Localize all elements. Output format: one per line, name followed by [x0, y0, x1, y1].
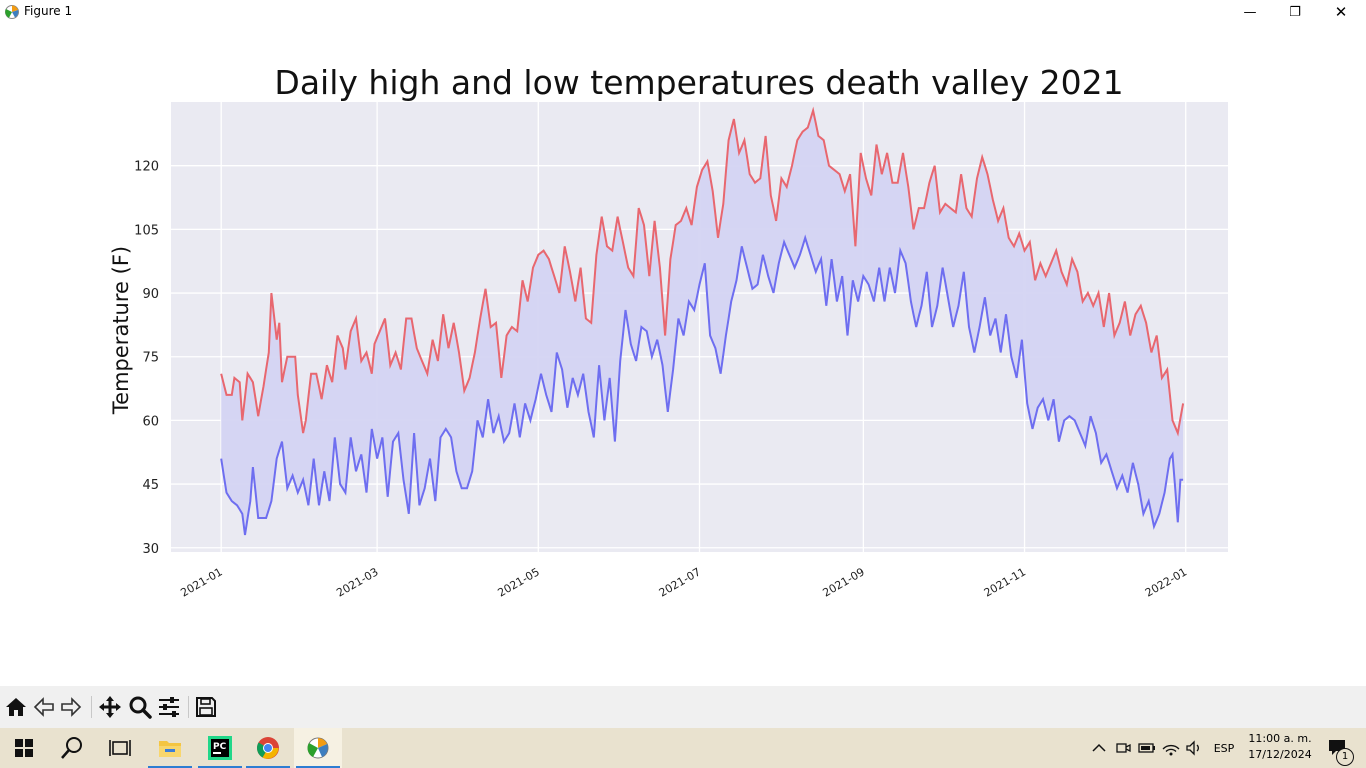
back-button[interactable]	[31, 694, 57, 720]
y-tick-label: 105	[134, 223, 159, 238]
running-indicator	[148, 766, 192, 768]
x-tick-labels: 2021-01 2021-03 2021-05 2021-07 2021-09 2021-…	[178, 565, 1189, 599]
chrome-taskbar-button[interactable]	[244, 728, 292, 768]
y-tick-label: 30	[142, 542, 159, 557]
clock-button[interactable]: 11:00 a. m. 17/12/2024	[1244, 731, 1316, 763]
configure-icon	[159, 697, 179, 717]
figure-canvas[interactable]: Daily high and low temperatures death va…	[0, 24, 1366, 686]
input-language-button[interactable]: ESP	[1208, 728, 1240, 768]
y-axis-label: Temperature (F)	[109, 246, 133, 415]
minimize-button[interactable]: —	[1227, 0, 1273, 24]
toolbar-separator	[91, 696, 92, 718]
forward-button[interactable]	[58, 694, 84, 720]
x-tick-label: 2022-01	[1143, 565, 1189, 599]
pycharm-taskbar-button[interactable]: PC	[196, 728, 244, 768]
figure-window: Figure 1 — ❐ ✕ Daily high and low temper…	[0, 0, 1366, 728]
restore-icon: ❐	[1289, 4, 1301, 20]
show-hidden-icons-button[interactable]	[1088, 728, 1110, 768]
low-temperature-line	[220, 234, 1184, 536]
battery-icon	[1138, 743, 1155, 753]
task-view-button[interactable]	[96, 728, 144, 768]
pan-button[interactable]	[97, 694, 123, 720]
battery-button[interactable]	[1136, 728, 1158, 768]
running-indicator	[246, 766, 290, 768]
task-view-icon	[109, 740, 131, 756]
window-title: Figure 1	[24, 4, 73, 18]
notifications-button[interactable]: 1	[1322, 728, 1354, 768]
y-tick-labels: 30 45 60 75 90 105 120	[134, 160, 159, 557]
network-button[interactable]	[1160, 728, 1182, 768]
high-temperature-line	[220, 106, 1185, 437]
clock-date: 17/12/2024	[1248, 748, 1312, 761]
chrome-icon	[257, 737, 279, 759]
title-bar[interactable]: Figure 1 — ❐ ✕	[0, 0, 1366, 24]
start-button[interactable]	[0, 728, 48, 768]
webcam-icon	[1116, 743, 1131, 753]
navigation-toolbar	[0, 686, 1366, 728]
file-explorer-icon	[159, 741, 181, 757]
search-button[interactable]	[48, 728, 96, 768]
file-explorer-taskbar-button[interactable]	[146, 728, 194, 768]
notification-count-badge: 1	[1336, 748, 1354, 766]
x-tick-label: 2021-07	[657, 565, 703, 599]
save-button[interactable]	[193, 694, 219, 720]
save-icon	[196, 697, 216, 717]
svg-text:PC: PC	[213, 742, 227, 752]
pycharm-icon: PC	[208, 736, 232, 760]
x-tick-label: 2021-03	[334, 565, 380, 599]
home-button[interactable]	[3, 694, 29, 720]
forward-icon	[61, 697, 82, 717]
speaker-icon	[1186, 740, 1199, 756]
wifi-icon	[1162, 744, 1180, 756]
pan-icon	[99, 696, 121, 718]
x-tick-label: 2021-05	[495, 565, 541, 599]
home-icon	[6, 698, 26, 716]
close-icon: ✕	[1334, 3, 1348, 21]
running-indicator	[198, 766, 242, 768]
minimize-icon: —	[1243, 4, 1257, 20]
maximize-button[interactable]: ❐	[1272, 0, 1318, 24]
matplotlib-app-icon	[5, 5, 19, 19]
x-tick-label: 2021-11	[982, 565, 1028, 599]
y-tick-label: 90	[142, 287, 159, 302]
windows-taskbar: PC ESP 11:00 a. m. 17/12/2024 1	[0, 728, 1366, 768]
windows-start-icon	[15, 739, 33, 757]
x-tick-label: 2021-01	[178, 565, 224, 599]
running-indicator	[296, 766, 340, 768]
y-tick-label: 120	[134, 160, 159, 175]
meet-now-button[interactable]	[1112, 728, 1134, 768]
back-icon	[33, 697, 54, 717]
close-button[interactable]: ✕	[1318, 0, 1364, 24]
zoom-button[interactable]	[127, 694, 153, 720]
chevron-up-icon	[1092, 743, 1106, 752]
temperature-chart: Daily high and low temperatures death va…	[109, 63, 1228, 600]
x-tick-label: 2021-09	[821, 565, 867, 599]
y-tick-label: 45	[142, 478, 159, 493]
language-indicator: ESP	[1213, 741, 1235, 755]
high-low-fill	[221, 110, 1184, 535]
clock-time: 11:00 a. m.	[1248, 732, 1312, 745]
toolbar-separator	[188, 696, 189, 718]
zoom-icon	[129, 696, 152, 719]
chart-title: Daily high and low temperatures death va…	[274, 63, 1123, 102]
y-tick-label: 60	[142, 414, 159, 429]
configure-subplots-button[interactable]	[156, 694, 182, 720]
notification-icon	[1329, 740, 1345, 755]
matplotlib-figure-icon	[307, 737, 329, 759]
volume-button[interactable]	[1183, 728, 1205, 768]
matplotlib-figure-taskbar-button[interactable]	[294, 728, 342, 768]
y-tick-label: 75	[142, 351, 159, 366]
search-icon	[61, 737, 82, 759]
